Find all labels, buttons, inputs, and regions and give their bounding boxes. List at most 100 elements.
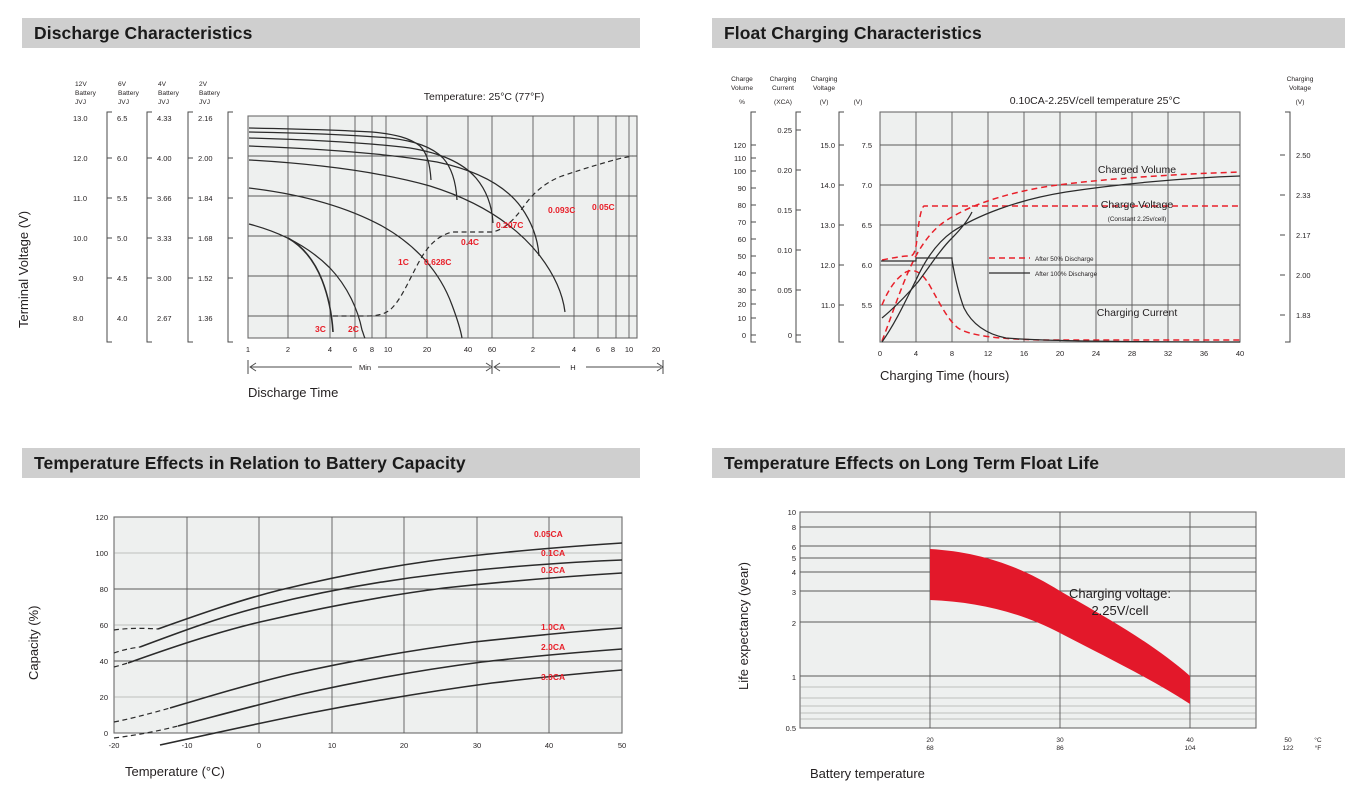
tick: 9.0 [73, 274, 83, 283]
tempcap-yticks: 120 100 80 60 40 20 0 [95, 513, 108, 738]
annotation-line2: 2.25V/cell [1091, 603, 1148, 618]
float-scale-charge-volume: 120 110 100 90 80 70 60 50 40 30 20 10 0 [733, 111, 756, 343]
xtick: 20 [652, 345, 660, 354]
curve-label-01ca: 0.1CA [541, 548, 565, 558]
xtick: 20 [400, 741, 408, 750]
scale-1-l2: Battery [118, 90, 140, 97]
ytick: 120 [95, 513, 108, 522]
float-axis-0-unit: % [739, 99, 745, 106]
float-plot-labels: Charged Volume Charge Voltage (Constant … [1097, 164, 1178, 319]
tick: 120 [733, 141, 746, 150]
legend-item-50: After 50% Discharge [1035, 256, 1094, 263]
section-title-tempcap: Temperature Effects in Relation to Batte… [34, 452, 466, 473]
ytick: 10 [788, 508, 796, 517]
tick: 1.52 [198, 274, 213, 283]
ytick: 20 [100, 693, 108, 702]
curve-label-0207c: 0.207C [496, 220, 523, 230]
discharge-envelope [333, 155, 634, 317]
discharge-range-bars: Min H [247, 360, 664, 374]
h0a: Charge [731, 76, 753, 83]
tick: 6.0 [117, 154, 127, 163]
section-title-floatlife: Temperature Effects on Long Term Float L… [724, 452, 1100, 473]
discharge-scale-headers: 12V Battery JVJ 6V Battery JVJ 4V Batter… [75, 81, 221, 106]
tick: 5.0 [117, 234, 127, 243]
float-scale-charging-current: 0.25 0.20 0.15 0.10 0.05 0 [777, 111, 801, 343]
scale-0-l3: JVJ [75, 99, 86, 106]
curve-label-10ca: 1.0CA [541, 622, 565, 632]
xtick: 8 [611, 345, 615, 354]
legend-item-100: After 100% Discharge [1035, 271, 1098, 278]
discharge-annotation: Temperature: 25°C (77°F) [424, 91, 544, 103]
section-header-discharge: Discharge Characteristics [22, 18, 640, 48]
xtick-c: 20 [926, 737, 934, 744]
floatlife-ylabel: Life expectancy (year) [736, 562, 751, 690]
float-xticks: 0 4 8 12 16 20 24 28 32 36 40 [878, 349, 1244, 358]
tick: 8.0 [73, 314, 83, 323]
xtick: 8 [370, 345, 374, 354]
discharge-curve-labels: 3C 2C 1C 0.628C 0.4C 0.207C 0.093C 0.05C [315, 202, 615, 334]
xtick: 36 [1200, 349, 1208, 358]
h2a: Charging [811, 76, 838, 83]
curve-label-1c: 1C [398, 257, 409, 267]
curve-label-005ca: 0.05CA [534, 529, 563, 539]
tick: 13.0 [73, 114, 88, 123]
section-title-float: Float Charging Characteristics [724, 22, 982, 43]
curve-label-02ca: 0.2CA [541, 565, 565, 575]
float-axis-1-unit: (XCA) [774, 99, 792, 106]
float-curves-50pct [881, 171, 1241, 342]
float-scale-plot-voltage: 7.5 7.0 6.5 6.0 5.5 [862, 141, 872, 310]
tick: 2.00 [1296, 271, 1311, 280]
xtick-c: 30 [1056, 737, 1064, 744]
discharge-xlabel: Discharge Time [248, 385, 338, 400]
curve-label-2c: 2C [348, 324, 359, 334]
float-axis-3-unit: (V) [854, 99, 863, 106]
tick: 0 [742, 331, 746, 340]
xtick: 20 [1056, 349, 1064, 358]
tick: 5.5 [862, 301, 872, 310]
xtick: 24 [1092, 349, 1100, 358]
tick: 3.33 [157, 234, 172, 243]
curve-label-0093c: 0.093C [548, 205, 575, 215]
scale-3-unit: 2V [199, 81, 208, 88]
discharge-curves [248, 127, 566, 339]
ytick: 100 [95, 549, 108, 558]
xtick: 2 [286, 345, 290, 354]
discharge-scale-12v: 13.0 12.0 11.0 10.0 9.0 8.0 [73, 111, 112, 343]
float-scale-charging-voltage-12v: 15.0 14.0 13.0 12.0 11.0 [820, 111, 844, 343]
discharge-scale-4v: 4.33 4.00 3.66 3.33 3.00 2.67 [157, 111, 193, 343]
rha: Charging [1287, 76, 1314, 83]
tick: 3.66 [157, 194, 172, 203]
floatlife-annotation: Charging voltage: 2.25V/cell [1069, 586, 1171, 618]
ytick: 6 [792, 543, 796, 552]
xtick-f: 68 [926, 745, 934, 752]
tick: 40 [738, 269, 746, 278]
tick: 12.0 [73, 154, 88, 163]
tick: 7.5 [862, 141, 872, 150]
ytick: 3 [792, 588, 796, 597]
label-charged-volume: Charged Volume [1098, 164, 1176, 176]
discharge-plot-area [247, 115, 638, 339]
tick: 4.0 [117, 314, 127, 323]
floatlife-band [930, 549, 1190, 704]
ytick: 80 [100, 585, 108, 594]
tick: 3.00 [157, 274, 172, 283]
tick: 15.0 [820, 141, 835, 150]
tick: 6.0 [862, 261, 872, 270]
curve-label-3c: 3C [315, 324, 326, 334]
tick: 2.67 [157, 314, 172, 323]
float-right-unit: (V) [1296, 99, 1305, 106]
annotation-line1: Charging voltage: [1069, 586, 1171, 601]
tick: 70 [738, 218, 746, 227]
curve-label-0628c: 0.628C [424, 257, 451, 267]
scale-2-l2: Battery [158, 90, 180, 97]
ytick: 1 [792, 673, 796, 682]
tick: 60 [738, 235, 746, 244]
ytick: 4 [792, 568, 796, 577]
float-axis-headers: Charge Volume % Charging Current (XCA) C… [731, 76, 862, 106]
xtick: 4 [572, 345, 576, 354]
xtick: 12 [984, 349, 992, 358]
xunit-celsius: °C [1314, 736, 1322, 744]
tick: 20 [738, 300, 746, 309]
tick: 14.0 [820, 181, 835, 190]
xtick-c: 50 [1284, 737, 1292, 744]
